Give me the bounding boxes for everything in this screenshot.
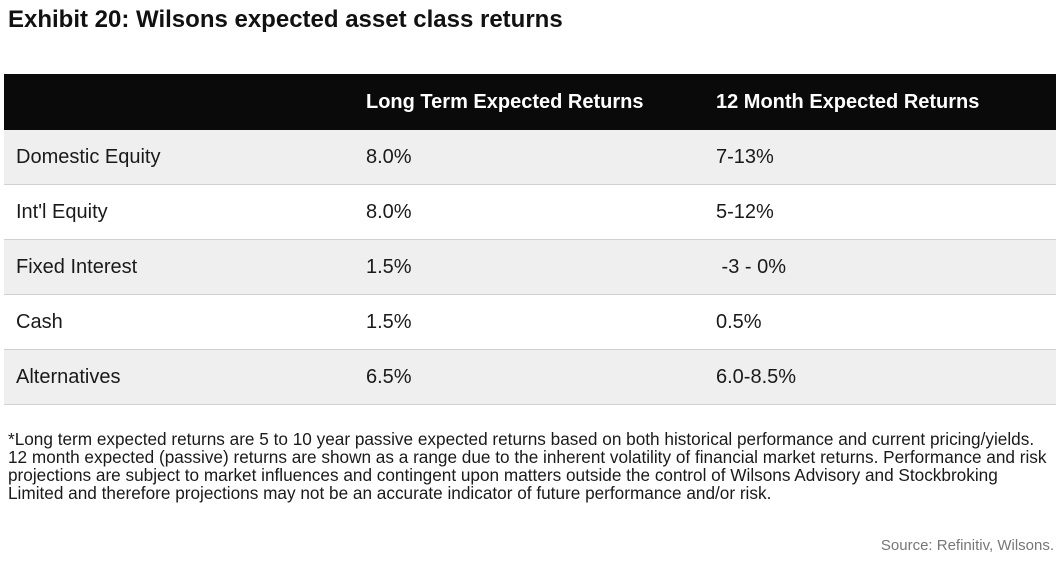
twelve-month-cell: 7-13% bbox=[716, 145, 774, 168]
long-term-cell: 1.5% bbox=[366, 255, 412, 278]
twelve-month-cell: 6.0-8.5% bbox=[716, 365, 797, 388]
table-row: Alternatives 6.5% 6.0-8.5% bbox=[4, 350, 1056, 405]
source-note: Source: Refinitiv, Wilsons. bbox=[880, 537, 1054, 554]
header-long-term: Long Term Expected Returns bbox=[366, 90, 644, 113]
long-term-cell: 1.5% bbox=[366, 310, 412, 333]
table-row: Domestic Equity 8.0% 7-13% bbox=[4, 130, 1056, 185]
header-12-month: 12 Month Expected Returns bbox=[716, 90, 980, 113]
returns-table: Long Term Expected Returns 12 Month Expe… bbox=[4, 74, 1056, 405]
long-term-cell: 8.0% bbox=[366, 200, 412, 223]
long-term-cell: 6.5% bbox=[366, 365, 412, 388]
asset-class-cell: Int'l Equity bbox=[16, 200, 108, 223]
asset-class-cell: Domestic Equity bbox=[16, 145, 161, 168]
asset-class-cell: Cash bbox=[16, 310, 63, 333]
twelve-month-cell: 0.5% bbox=[716, 310, 762, 333]
exhibit-title: Exhibit 20: Wilsons expected asset class… bbox=[8, 6, 563, 33]
long-term-cell: 8.0% bbox=[366, 145, 412, 168]
twelve-month-cell: -3 - 0% bbox=[716, 255, 787, 278]
table-row: Fixed Interest 1.5% -3 - 0% bbox=[4, 240, 1056, 295]
table-row: Int'l Equity 8.0% 5-12% bbox=[4, 185, 1056, 240]
footnote: *Long term expected returns are 5 to 10 … bbox=[8, 429, 1047, 503]
asset-class-cell: Fixed Interest bbox=[16, 255, 138, 278]
table-header-row: Long Term Expected Returns 12 Month Expe… bbox=[4, 74, 1056, 130]
asset-class-cell: Alternatives bbox=[16, 365, 121, 388]
twelve-month-cell: 5-12% bbox=[716, 200, 774, 223]
table-row: Cash 1.5% 0.5% bbox=[4, 295, 1056, 350]
